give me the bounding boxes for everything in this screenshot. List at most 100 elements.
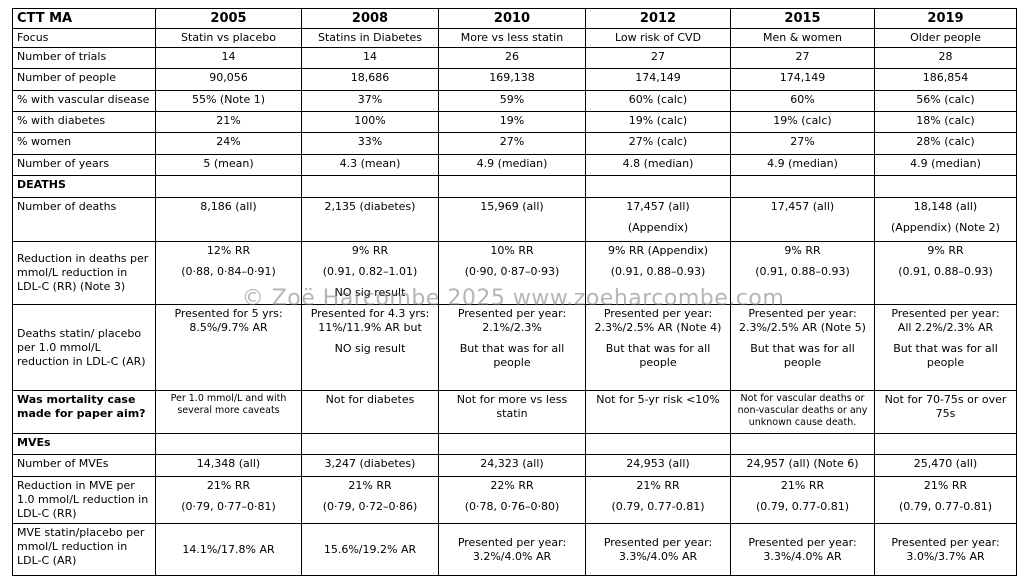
paragraph: (0·79, 0·72–0·86) [306,500,434,514]
cell [730,175,875,198]
paragraph: (0.91, 0.88–0.93) [735,265,870,279]
text-line: Presented for 5 yrs: [174,307,283,320]
text-line: Was mortality case [17,393,136,406]
text-line: 3.3%/4.0% AR [763,549,842,563]
text-line: 2012 [639,11,677,26]
text-line: people [926,356,965,369]
text-line: per 1.0 mmol/L [17,340,101,354]
paragraph: Presented for 4.3 yrs: 11%/11.9% AR but [306,307,434,335]
paragraph: (Appendix) (Note 2) [879,221,1012,235]
cell: 21% RR (0.79, 0.77-0.81) [730,476,875,524]
text-line: 14.1%/17.8% AR [182,542,275,556]
text-line: Not for diabetes [325,393,415,406]
text-line: MVE statin/placebo per [17,526,145,539]
cell: 8,186 (all) [155,197,302,242]
text-line: MVEs [17,436,51,449]
text-line: Number of trials [17,50,107,63]
paragraph: (0.91, 0.82–1.01) [306,265,434,279]
cell [301,433,439,455]
cell [874,175,1017,198]
text-line: Statins in Diabetes [318,31,422,44]
text-line: 17,457 (all) [626,200,690,213]
text-line: Men & women [763,31,842,44]
text-line: 2008 [351,11,389,26]
header-cell: 2012 [585,8,731,29]
text-line: Reduction in MVE per [17,479,135,492]
cell: Not for diabetes [301,390,439,434]
header-cell: 2019 [874,8,1017,29]
text-line: (0.79, 0.77-0.81) [898,500,993,513]
text-line: But that was for all [459,342,565,355]
text-line: Per 1.0 mmol/L and with [170,393,287,404]
paragraph: (0·90, 0·87–0·93) [443,265,581,279]
cell: 4.9 (median) [730,154,875,176]
text-line: 25,470 (all) [913,457,978,470]
text-line: 21% RR [636,479,680,492]
text-line: 27% (calc) [628,135,688,148]
cell: 27% [438,132,586,155]
paragraph: 9% RR (Appendix) [590,244,726,258]
cell: Presented for 5 yrs: 8.5%/9.7% AR [155,304,302,391]
text-line: Number of deaths [17,200,117,213]
cell: 12% RR (0·88, 0·84–0·91) [155,241,302,305]
text-line: (0.91, 0.88–0.93) [755,265,850,278]
cell: 10% RR (0·90, 0·87–0·93) [438,241,586,305]
paragraph: (0.79, 0.77-0.81) [879,500,1012,514]
paragraph: 18,148 (all) [879,200,1012,214]
paragraph: (0.91, 0.88–0.93) [590,265,726,279]
paragraph: (0·78, 0·76–0·80) [443,500,581,514]
header-cell: 2015 [730,8,875,29]
text-line: 21% [216,114,241,127]
text-line: mmol/L reduction in [17,266,128,279]
paragraph: Was mortality case made for paper aim? [17,393,151,421]
text-line: 14,348 (all) [196,457,261,470]
cell: Per 1.0 mmol/L and with several more cave… [155,390,302,434]
text-line: 37% [357,93,383,106]
text-line: 8,186 (all) [200,200,257,213]
data-row: Number of MVEs 14,348 (all) 3,247 (diabete… [12,454,1017,477]
text-line: 90,056 [209,71,248,84]
cell: 2,135 (diabetes) [301,197,439,242]
row-label: MVEs [12,433,156,455]
text-line: 2015 [784,11,821,26]
text-line: 8.5%/9.7% AR [189,321,268,334]
text-line: 19% (calc) [773,114,832,127]
text-line: 27 [651,50,665,63]
text-line: 24,323 (all) [480,457,544,470]
cell: Presented per year: 3.0%/3.7% AR [874,523,1017,576]
cell: 19% [438,111,586,133]
cell: Presented per year: 2.3%/2.5% AR (Note 5)… [730,304,875,391]
paragraph: Not for vascular deaths or non-vascular d… [735,393,870,429]
text-line: Presented per year: [603,535,713,549]
cell: 56% (calc) [874,90,1017,112]
cell: Not for 5-yr risk <10% [585,390,731,434]
text-line: 27 [795,50,810,63]
cell: 9% RR (0.91, 0.88–0.93) [874,241,1017,305]
header-row: CTT MA 2005 2008 2010 2012 2015 2019 [12,8,1017,29]
text-line: (0·90, 0·87–0·93) [464,265,560,278]
cell: 22% RR (0·78, 0·76–0·80) [438,476,586,524]
text-line: LDL-C (RR) [17,507,77,520]
paragraph: Presented for 5 yrs: 8.5%/9.7% AR [160,307,297,335]
paragraph: But that was for all people [590,342,726,370]
text-line: (0.91, 0.82–1.01) [322,265,418,278]
text-line: Statin vs placebo [181,31,276,44]
text-line: Presented for 4.3 yrs: [310,307,430,320]
paragraph: (0·79, 0·77–0·81) [160,500,297,514]
paragraph: 21% RR [306,479,434,493]
text-line: LDL-C (AR) [17,554,77,567]
text-line: 174,149 [779,71,826,84]
text-line: 18,148 (all) [913,200,978,213]
text-line: 174,149 [635,71,681,84]
paragraph: But that was for all people [879,342,1012,370]
row-label: Was mortality case made for paper aim? [12,390,156,434]
row-label: MVE statin/placebo per mmol/L reduction i… [12,523,156,576]
cell: 55% (Note 1) [155,90,302,112]
data-row: Reduction in MVE per 1.0 mmol/L reduction… [12,476,1017,524]
cell: 21% RR (0·79, 0·77–0·81) [155,476,302,524]
paragraph: Presented per year: 2.3%/2.5% AR (Note 5) [735,307,870,335]
paragraph: 21% RR [160,479,297,493]
cell: 27% [730,132,875,155]
paragraph: Reduction in deaths per mmol/L reduction … [17,252,151,294]
text-line: (0·88, 0·84–0·91) [181,265,276,278]
